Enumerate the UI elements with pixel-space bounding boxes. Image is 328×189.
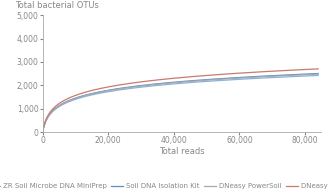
DNeasy PowerSoil <box>89 93 92 95</box>
DNeasy PowerSoil Pro <box>72 95 76 97</box>
Soil DNA Isolation Kit <box>146 84 150 86</box>
Line: DNeasy PowerSoil Pro: DNeasy PowerSoil Pro <box>43 69 318 132</box>
DNeasy PowerSoil Pro <box>316 68 320 70</box>
DNeasy PowerSoil <box>41 131 45 133</box>
Line: ZR Soil Microbe DNA MiniPrep: ZR Soil Microbe DNA MiniPrep <box>43 75 318 132</box>
DNeasy PowerSoil <box>311 73 315 76</box>
Soil DNA Isolation Kit <box>311 73 315 75</box>
Legend: ZR Soil Microbe DNA MiniPrep, Soil DNA Isolation Kit, DNeasy PowerSoil, DNeasy P: ZR Soil Microbe DNA MiniPrep, Soil DNA I… <box>0 180 328 189</box>
DNeasy PowerSoil <box>281 75 285 77</box>
Soil DNA Isolation Kit <box>41 131 45 133</box>
Line: Soil DNA Isolation Kit: Soil DNA Isolation Kit <box>43 74 318 132</box>
Soil DNA Isolation Kit <box>158 82 162 85</box>
ZR Soil Microbe DNA MiniPrep <box>281 76 285 78</box>
DNeasy PowerSoil Pro <box>311 68 315 70</box>
Soil DNA Isolation Kit <box>281 74 285 76</box>
Soil DNA Isolation Kit <box>72 98 76 100</box>
DNeasy PowerSoil Pro <box>89 90 92 92</box>
DNeasy PowerSoil <box>72 98 76 100</box>
DNeasy PowerSoil Pro <box>41 131 45 133</box>
Soil DNA Isolation Kit <box>316 72 320 75</box>
ZR Soil Microbe DNA MiniPrep <box>41 131 45 133</box>
Line: DNeasy PowerSoil: DNeasy PowerSoil <box>43 74 318 132</box>
DNeasy PowerSoil <box>316 73 320 75</box>
DNeasy PowerSoil Pro <box>281 70 285 72</box>
ZR Soil Microbe DNA MiniPrep <box>316 74 320 77</box>
X-axis label: Total reads: Total reads <box>159 147 205 156</box>
ZR Soil Microbe DNA MiniPrep <box>146 85 150 88</box>
DNeasy PowerSoil Pro <box>146 80 150 82</box>
ZR Soil Microbe DNA MiniPrep <box>72 99 76 101</box>
DNeasy PowerSoil Pro <box>158 78 162 81</box>
Text: Total bacterial OTUs: Total bacterial OTUs <box>15 2 99 10</box>
DNeasy PowerSoil <box>146 84 150 86</box>
ZR Soil Microbe DNA MiniPrep <box>89 94 92 96</box>
ZR Soil Microbe DNA MiniPrep <box>311 75 315 77</box>
ZR Soil Microbe DNA MiniPrep <box>158 84 162 86</box>
DNeasy PowerSoil <box>158 83 162 85</box>
Soil DNA Isolation Kit <box>89 93 92 95</box>
